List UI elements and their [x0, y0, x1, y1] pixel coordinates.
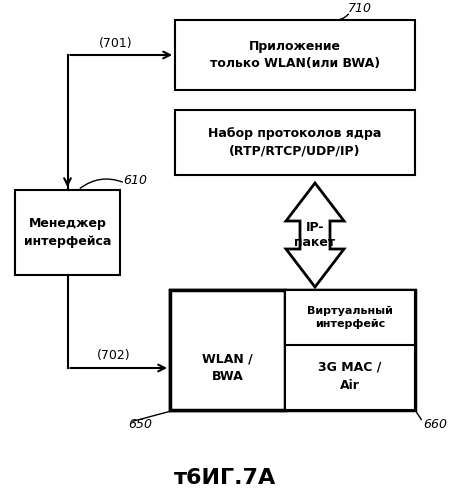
Text: Набор протоколов ядра
(RTP/RTCP/UDP/IP): Набор протоколов ядра (RTP/RTCP/UDP/IP) [208, 128, 382, 158]
Text: WLAN /
BWA: WLAN / BWA [202, 352, 253, 384]
Bar [175, 110, 415, 175]
Text: Приложение
только WLAN(или BWA): Приложение только WLAN(или BWA) [210, 40, 380, 70]
Text: Виртуальный
интерфейс: Виртуальный интерфейс [307, 306, 393, 329]
Text: т6ИГ.7A: т6ИГ.7A [174, 468, 276, 488]
Bar [175, 20, 415, 90]
Text: 3G MAC /
Air: 3G MAC / Air [318, 361, 382, 392]
Text: 610: 610 [123, 174, 147, 186]
Polygon shape [286, 183, 344, 287]
Text: 710: 710 [348, 2, 372, 15]
Bar [170, 290, 285, 410]
Text: 650: 650 [128, 418, 152, 432]
Text: IP-
пакет: IP- пакет [294, 221, 336, 249]
Text: 660: 660 [423, 418, 447, 432]
Text: (701): (701) [99, 36, 133, 50]
Bar [285, 290, 415, 345]
Text: Менеджер
интерфейса: Менеджер интерфейса [24, 218, 111, 248]
Bar [285, 290, 415, 410]
Bar [170, 290, 415, 410]
Text: (702): (702) [97, 350, 130, 362]
Bar [15, 190, 120, 275]
